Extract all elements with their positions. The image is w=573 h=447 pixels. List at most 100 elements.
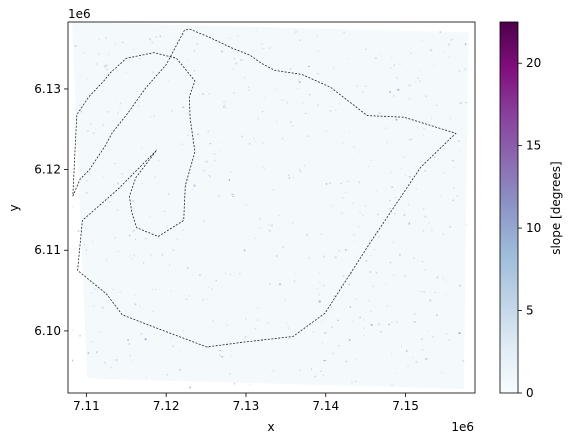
- raster-speck: [114, 163, 116, 164]
- raster-speck: [308, 65, 310, 67]
- raster-speck: [386, 142, 388, 143]
- raster-speck: [181, 217, 183, 220]
- raster-speck: [317, 50, 319, 52]
- raster-speck: [85, 227, 87, 230]
- raster-speck: [304, 332, 306, 334]
- x-axis-ticks: 7.11 7.12 7.13 7.14 7.15: [73, 393, 419, 413]
- raster-speck: [354, 298, 357, 300]
- raster-speck: [418, 71, 421, 73]
- raster-speck: [182, 106, 185, 109]
- raster-speck: [182, 329, 185, 332]
- raster-speck: [82, 52, 85, 54]
- raster-speck: [436, 314, 438, 317]
- raster-speck: [386, 305, 388, 307]
- raster-speck: [105, 37, 107, 40]
- raster-speck: [363, 319, 365, 321]
- raster-speck: [218, 195, 220, 197]
- raster-speck: [400, 168, 402, 170]
- raster-speck: [185, 298, 188, 300]
- x-tick-label: 7.13: [233, 399, 260, 413]
- plot-frame: [67, 21, 476, 394]
- raster-speck: [256, 30, 257, 32]
- raster-speck: [388, 323, 390, 326]
- raster-speck: [96, 351, 98, 354]
- raster-speck: [450, 39, 453, 41]
- raster-speck: [333, 295, 336, 297]
- y-axis-ticks: 6.10 6.11 6.12 6.13: [34, 82, 68, 338]
- raster-speck: [419, 80, 421, 83]
- raster-speck: [284, 298, 286, 301]
- raster-speck: [182, 34, 184, 36]
- raster-speck: [240, 59, 243, 61]
- raster-speck: [192, 274, 194, 276]
- raster-speck: [78, 334, 82, 337]
- raster-speck: [389, 67, 392, 70]
- raster-speck: [229, 373, 231, 375]
- raster-speck: [233, 92, 235, 94]
- raster-speck: [152, 288, 154, 291]
- raster-speck: [313, 318, 316, 320]
- raster-speck: [281, 137, 284, 140]
- raster-speck: [312, 331, 315, 333]
- raster-speck: [332, 352, 335, 355]
- raster-speck: [359, 316, 361, 319]
- raster-speck: [98, 331, 101, 333]
- raster-speck: [460, 102, 462, 104]
- raster-speck: [415, 220, 417, 222]
- colorbar-tick-label: 10: [526, 221, 541, 235]
- raster-speck: [370, 255, 373, 257]
- raster-speck: [423, 269, 426, 271]
- raster-speck: [410, 138, 413, 140]
- raster-speck: [308, 257, 310, 259]
- raster-speck: [110, 366, 112, 369]
- raster-speck: [396, 77, 398, 79]
- raster-speck: [378, 323, 380, 326]
- raster-speck: [87, 184, 89, 186]
- raster-speck: [263, 168, 265, 170]
- raster-speck: [417, 126, 419, 129]
- raster-speck: [429, 299, 432, 302]
- y-axis-label: y: [7, 204, 21, 211]
- raster-speck: [433, 65, 435, 67]
- raster-speck: [176, 238, 179, 240]
- raster-speck: [458, 70, 461, 72]
- raster-speck: [319, 271, 321, 274]
- raster-speck: [408, 97, 411, 100]
- raster-speck: [244, 76, 245, 79]
- raster-speck: [415, 360, 418, 363]
- raster-speck: [298, 169, 301, 171]
- raster-speck: [451, 160, 455, 162]
- raster-speck: [298, 79, 300, 81]
- raster-speck: [211, 287, 213, 290]
- raster-speck: [357, 225, 360, 228]
- raster-speck: [363, 327, 365, 329]
- raster-speck: [420, 338, 423, 341]
- raster-speck: [408, 222, 410, 225]
- raster-speck: [442, 277, 444, 279]
- raster-speck: [423, 128, 426, 130]
- raster-speck: [443, 372, 446, 374]
- raster-speck: [424, 170, 427, 172]
- raster-speck: [90, 123, 92, 125]
- raster-speck: [243, 249, 246, 252]
- raster-speck: [316, 34, 318, 37]
- raster-speck: [263, 97, 266, 99]
- raster-speck: [288, 177, 290, 179]
- raster-speck: [268, 229, 271, 231]
- raster-speck: [392, 274, 395, 276]
- raster-speck: [272, 370, 275, 372]
- raster-speck: [268, 230, 271, 232]
- raster-speck: [306, 93, 308, 95]
- raster-speck: [271, 224, 273, 227]
- raster-speck: [229, 273, 231, 275]
- raster-speck: [414, 81, 416, 83]
- raster-speck: [453, 187, 456, 189]
- raster-speck: [314, 375, 317, 378]
- raster-speck: [320, 370, 323, 372]
- colorbar-ticks: 0 5 10 15 20: [518, 56, 541, 400]
- raster-speck: [389, 200, 391, 202]
- raster-speck: [448, 339, 450, 341]
- raster-speck: [349, 306, 351, 308]
- raster-speck: [409, 85, 411, 87]
- raster-speck: [447, 43, 450, 46]
